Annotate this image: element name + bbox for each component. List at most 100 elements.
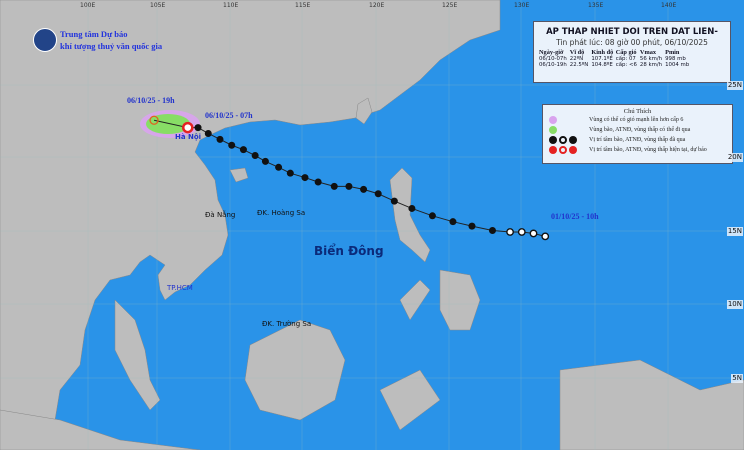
table-row: 06/10-19h 22.5ºN 104.8ºE cấp: <6 28 km/h 1004… — [539, 62, 692, 68]
track-point-depression — [506, 228, 514, 236]
borneo — [244, 319, 346, 421]
depression-current-icon — [559, 146, 567, 154]
track-point-storm — [468, 222, 476, 230]
col: Kinh độ — [591, 49, 614, 56]
lat-tick: 5N — [731, 374, 743, 383]
track-point-storm — [360, 185, 368, 193]
start-time-label: 01/10/25 - 10h — [551, 212, 599, 221]
current-time-label: 06/10/25 - 07h — [205, 111, 253, 120]
lat-tick: 25N — [726, 81, 743, 90]
track-point-storm — [314, 178, 322, 186]
malay-peninsula — [114, 299, 161, 411]
track-point-storm — [488, 227, 496, 234]
track-point-storm — [286, 169, 294, 177]
lon-tick: 140E — [661, 2, 677, 9]
lon-tick: 120E — [369, 2, 385, 9]
col: Ngày-giờ — [539, 49, 564, 56]
track-point-storm — [228, 141, 236, 149]
track-point-storm — [449, 218, 457, 226]
track-point-storm — [374, 190, 382, 198]
place-hanoi: Hà Nội — [175, 133, 202, 141]
bulletin-table: Ngày-giờ Vĩ độ Kinh độ Cấp gió Vmax Pmin 06/1… — [539, 49, 692, 68]
cell: 998 mb — [665, 56, 686, 62]
cell: cấp: 07 — [615, 56, 636, 62]
place-hoangsa: ĐK. Hoàng Sa — [257, 209, 306, 217]
lon-tick: 130E — [514, 2, 530, 9]
legend-item: Vùng có thể có gió mạnh lên hơn cấp 6 — [549, 115, 732, 125]
mainland-asia — [0, 0, 501, 451]
place-hcm: TP.HCM — [167, 284, 193, 292]
low-current-icon — [569, 146, 577, 154]
hainan — [229, 167, 249, 183]
track-point-storm — [330, 182, 338, 190]
cell: 28 km/h — [639, 62, 663, 68]
legend-label: Vị trí tâm bão, ATNĐ, vùng thấp đã qua — [589, 137, 686, 143]
org-line2: khí tượng thuỷ văn quốc gia — [60, 41, 163, 51]
track-point-storm — [275, 163, 283, 171]
legend-item: Vùng bão, ATNĐ, vùng thấp có thể đi qua — [549, 125, 732, 135]
forecast-position-marker — [149, 115, 159, 125]
current-position-marker — [182, 121, 194, 134]
pink-circle-icon — [549, 116, 557, 124]
sea-label: Biển Đông — [314, 244, 384, 258]
cell: cấp: <6 — [615, 62, 637, 68]
legend-title: Chú Thích — [623, 108, 652, 115]
lon-tick: 115E — [295, 2, 311, 9]
southern-islands — [0, 359, 744, 451]
bulletin-issued: Tin phát lúc: 08 giờ 00 phút, 06/10/2025 — [556, 38, 708, 47]
place-truongsa: ĐK. Trường Sa — [262, 320, 312, 328]
track-point-depression — [517, 228, 526, 236]
col: Vĩ độ — [569, 49, 585, 56]
low-past-icon — [569, 136, 577, 144]
bulletin-box: AP THAP NHIET DOI TREN DAT LIEN- Tin phá… — [533, 21, 731, 83]
track-point-storm — [216, 135, 224, 143]
track-point-storm — [390, 197, 398, 205]
lon-tick: 125E — [442, 2, 458, 9]
track-point-storm — [428, 212, 436, 220]
cell: 06/10-07h — [539, 56, 567, 62]
green-circle-icon — [549, 126, 557, 134]
lon-tick: 135E — [588, 2, 604, 9]
lat-tick: 15N — [726, 227, 743, 236]
lat-tick: 10N — [726, 300, 743, 309]
philippines — [389, 167, 481, 331]
track-point-storm — [251, 152, 259, 160]
track-point-storm — [194, 124, 202, 132]
storm-track — [149, 115, 550, 241]
org-line1: Trung tâm Dự báo — [60, 29, 128, 39]
col: Cấp gió — [615, 49, 637, 56]
organization: Trung tâm Dự báo khí tượng thuỷ văn quốc … — [33, 28, 162, 52]
storm-zone — [146, 114, 190, 134]
cell: 1004 mb — [665, 62, 690, 68]
track-point-storm — [408, 204, 416, 212]
col: Pmin — [665, 49, 680, 56]
lon-tick: 100E — [80, 2, 96, 9]
legend-item: Vị trí tâm bão, ATNĐ, vùng thấp đã qua — [549, 135, 732, 145]
storm-current-icon — [549, 146, 557, 154]
cell: 107.1ºE — [591, 56, 613, 62]
legend-label: Vùng bão, ATNĐ, vùng thấp có thể đi qua — [589, 127, 691, 133]
track-point-depression — [541, 232, 550, 241]
bulletin-title: AP THAP NHIET DOI TREN DAT LIEN- — [546, 27, 718, 37]
storm-past-icon — [549, 136, 557, 144]
cell: 22ºN — [569, 56, 584, 62]
legend-label: Vị trí tâm bão, ATNĐ, vùng thấp hiện tại… — [589, 147, 707, 153]
legend-item: Vị trí tâm bão, ATNĐ, vùng thấp hiện tại… — [549, 145, 732, 155]
depression-past-icon — [559, 136, 567, 144]
lon-tick: 105E — [150, 2, 166, 9]
cell: 56 km/h — [639, 56, 663, 62]
track-point-depression — [529, 229, 538, 238]
legend-label: Vùng có thể có gió mạnh lên hơn cấp 6 — [589, 117, 684, 123]
cell: 104.8ºE — [591, 62, 613, 68]
col: Vmax — [639, 49, 656, 56]
track-point-storm — [261, 157, 269, 165]
lon-tick: 110E — [223, 2, 239, 9]
track-point-storm — [204, 129, 212, 137]
table-row: 06/10-07h 22ºN 107.1ºE cấp: 07 56 km/h 998 mb — [539, 56, 692, 62]
track-point-storm — [301, 174, 309, 182]
cell: 22.5ºN — [569, 62, 589, 68]
track-point-storm — [239, 146, 247, 154]
place-danang: Đà Nẵng — [205, 211, 236, 219]
track-point-storm — [345, 182, 353, 190]
